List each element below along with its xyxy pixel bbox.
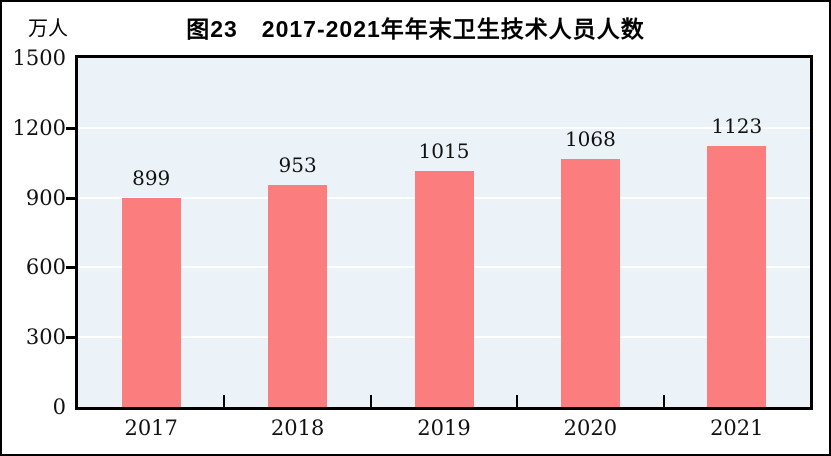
y-axis-tick-label-900: 900 [25, 185, 66, 210]
y-axis-tick-label-0: 0 [52, 395, 66, 419]
x-axis-tick-mark [662, 395, 665, 407]
x-axis-label-2018: 2018 [270, 416, 325, 440]
bar-2019 [414, 170, 474, 407]
x-axis-label-2019: 2019 [417, 416, 471, 440]
bar-value-label-2017: 899 [132, 165, 171, 190]
y-axis-tick-mark [66, 126, 75, 130]
x-axis-label-2021: 2021 [710, 416, 764, 440]
y-axis-tick-label-300: 300 [25, 325, 66, 350]
x-axis-tick-mark [223, 395, 226, 407]
bar-value-label-2021: 1123 [711, 113, 763, 138]
y-axis-tick-label-1200: 1200 [12, 115, 66, 140]
y-axis-tick-label-1500: 1500 [12, 46, 66, 70]
y-axis-tick-mark [66, 266, 75, 270]
bar-2018 [268, 185, 328, 407]
bar-value-label-2020: 1068 [564, 126, 616, 151]
x-axis-label-2017: 2017 [124, 416, 178, 440]
bar-2021 [707, 145, 767, 407]
y-axis-tick-mark [66, 196, 75, 200]
bar-value-label-2019: 1015 [418, 138, 470, 163]
bar-2017 [121, 197, 181, 407]
chart-title: 图23 2017-2021年年末卫生技术人员人数 [186, 16, 645, 42]
gridline-1200 [78, 126, 810, 129]
x-axis-tick-mark [369, 395, 372, 407]
x-axis-label-2020: 2020 [563, 416, 618, 440]
y-axis-tick-mark [66, 336, 75, 340]
y-axis-unit-label: 万人 [28, 18, 68, 40]
bar-value-label-2018: 953 [278, 153, 317, 178]
bar-2020 [560, 158, 620, 407]
plot-area [75, 55, 813, 410]
x-axis-tick-mark [516, 395, 519, 407]
y-axis-tick-label-600: 600 [25, 255, 66, 280]
